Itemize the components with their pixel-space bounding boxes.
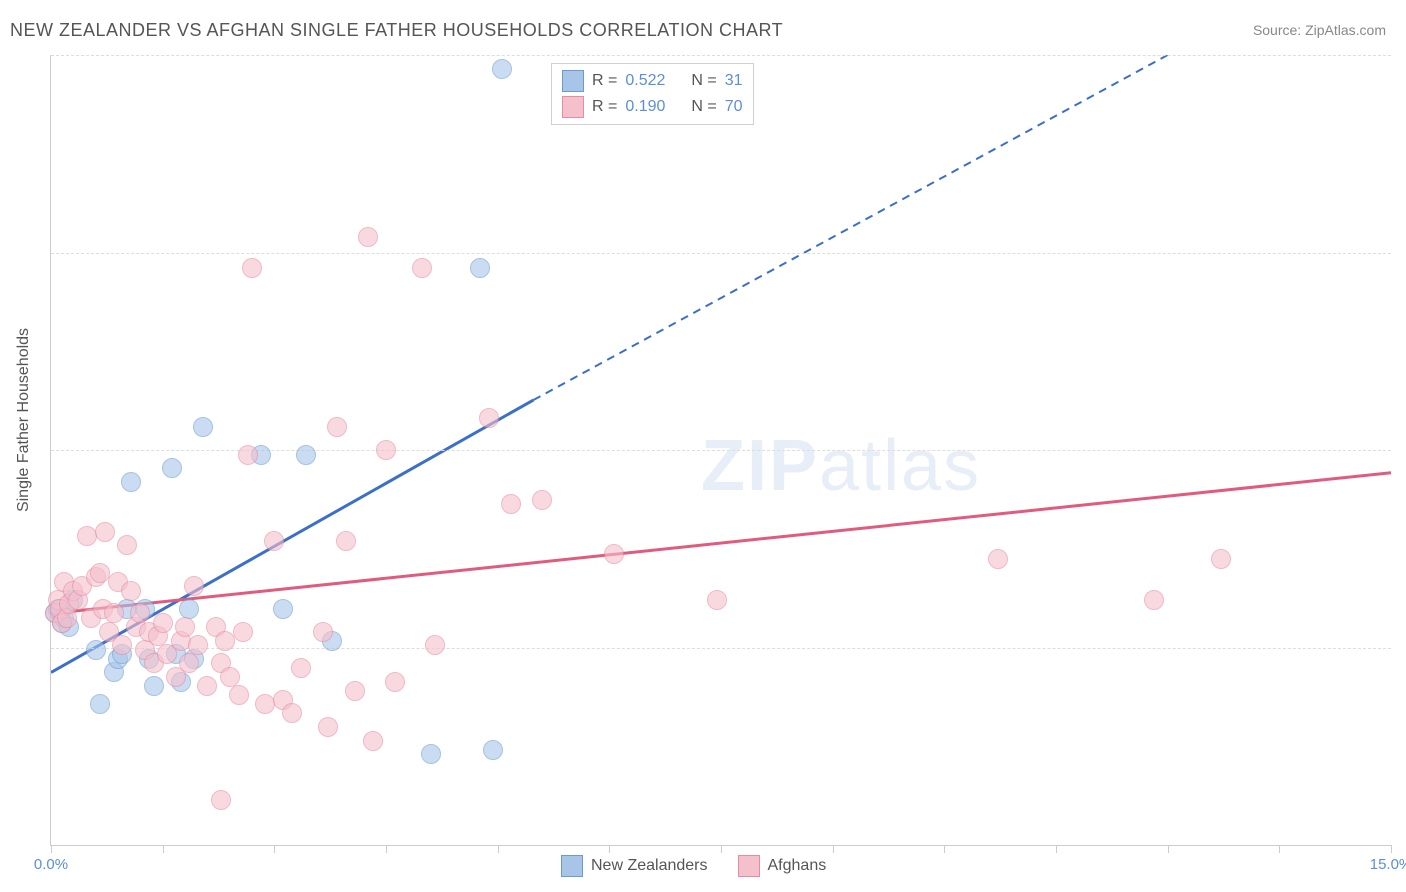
gridline-h bbox=[51, 648, 1391, 649]
correlation-legend: R = 0.522 N = 31 R = 0.190 N = 70 bbox=[551, 63, 754, 125]
data-point bbox=[130, 603, 150, 623]
data-point bbox=[988, 549, 1008, 569]
swatch-series-1 bbox=[562, 70, 584, 92]
data-point bbox=[345, 681, 365, 701]
x-tick bbox=[721, 845, 722, 853]
x-tick bbox=[51, 845, 52, 853]
n-value-1: 31 bbox=[725, 72, 743, 90]
gridline-h bbox=[51, 253, 1391, 254]
series-legend: New Zealanders Afghans bbox=[561, 855, 826, 877]
swatch-series-2 bbox=[562, 96, 584, 118]
n-label: N = bbox=[691, 98, 716, 116]
legend-row-2: R = 0.190 N = 70 bbox=[562, 94, 743, 120]
data-point bbox=[184, 576, 204, 596]
data-point bbox=[238, 445, 258, 465]
data-point bbox=[1211, 549, 1231, 569]
data-point bbox=[318, 717, 338, 737]
x-tick bbox=[833, 845, 834, 853]
data-point bbox=[233, 622, 253, 642]
legend-row-1: R = 0.522 N = 31 bbox=[562, 68, 743, 94]
data-point bbox=[86, 640, 106, 660]
watermark-light: atlas bbox=[819, 426, 981, 506]
data-point bbox=[291, 658, 311, 678]
x-tick bbox=[274, 845, 275, 853]
data-point bbox=[358, 227, 378, 247]
chart-area: ZIPatlas R = 0.522 N = 31 R = 0.190 N = … bbox=[50, 55, 1391, 846]
data-point bbox=[162, 458, 182, 478]
swatch-nz bbox=[561, 855, 583, 877]
x-tick bbox=[1391, 845, 1392, 853]
swatch-af bbox=[738, 855, 760, 877]
data-point bbox=[264, 531, 284, 551]
data-point bbox=[95, 522, 115, 542]
data-point bbox=[501, 494, 521, 514]
data-point bbox=[313, 622, 333, 642]
data-point bbox=[179, 599, 199, 619]
data-point bbox=[421, 744, 441, 764]
x-tick-label: 0.0% bbox=[34, 856, 68, 873]
data-point bbox=[296, 445, 316, 465]
data-point bbox=[242, 258, 262, 278]
n-label: N = bbox=[691, 72, 716, 90]
data-point bbox=[144, 676, 164, 696]
data-point bbox=[121, 581, 141, 601]
data-point bbox=[121, 472, 141, 492]
y-axis-label: Single Father Households bbox=[15, 328, 33, 512]
data-point bbox=[604, 544, 624, 564]
data-point bbox=[282, 703, 302, 723]
data-point bbox=[336, 531, 356, 551]
data-point bbox=[532, 490, 552, 510]
data-point bbox=[492, 59, 512, 79]
data-point bbox=[193, 417, 213, 437]
gridline-h bbox=[51, 55, 1391, 56]
legend-label-1: New Zealanders bbox=[591, 857, 708, 875]
legend-item-2: Afghans bbox=[738, 855, 827, 877]
data-point bbox=[707, 590, 727, 610]
data-point bbox=[188, 635, 208, 655]
data-point bbox=[175, 617, 195, 637]
r-value-2: 0.190 bbox=[625, 98, 665, 116]
data-point bbox=[215, 631, 235, 651]
data-point bbox=[153, 613, 173, 633]
data-point bbox=[470, 258, 490, 278]
data-point bbox=[104, 603, 124, 623]
x-tick bbox=[1279, 845, 1280, 853]
data-point bbox=[117, 535, 137, 555]
data-point bbox=[112, 635, 132, 655]
x-tick bbox=[944, 845, 945, 853]
legend-label-2: Afghans bbox=[768, 857, 827, 875]
data-point bbox=[220, 667, 240, 687]
x-tick bbox=[609, 845, 610, 853]
source-label: Source: ZipAtlas.com bbox=[1253, 22, 1386, 38]
x-tick bbox=[498, 845, 499, 853]
data-point bbox=[376, 440, 396, 460]
data-point bbox=[483, 740, 503, 760]
chart-title: NEW ZEALANDER VS AFGHAN SINGLE FATHER HO… bbox=[10, 20, 783, 41]
data-point bbox=[412, 258, 432, 278]
x-tick-label: 15.0% bbox=[1370, 856, 1406, 873]
r-label: R = bbox=[592, 72, 617, 90]
n-value-2: 70 bbox=[725, 98, 743, 116]
x-tick bbox=[1056, 845, 1057, 853]
watermark: ZIPatlas bbox=[701, 425, 981, 507]
data-point bbox=[479, 408, 499, 428]
data-point bbox=[1144, 590, 1164, 610]
data-point bbox=[197, 676, 217, 696]
x-tick bbox=[1168, 845, 1169, 853]
data-point bbox=[425, 635, 445, 655]
legend-item-1: New Zealanders bbox=[561, 855, 708, 877]
data-point bbox=[179, 653, 199, 673]
data-point bbox=[273, 599, 293, 619]
data-point bbox=[211, 790, 231, 810]
data-point bbox=[385, 672, 405, 692]
data-point bbox=[229, 685, 249, 705]
watermark-bold: ZIP bbox=[701, 426, 819, 506]
r-value-1: 0.522 bbox=[625, 72, 665, 90]
data-point bbox=[327, 417, 347, 437]
x-tick bbox=[386, 845, 387, 853]
r-label: R = bbox=[592, 98, 617, 116]
data-point bbox=[363, 731, 383, 751]
data-point bbox=[90, 694, 110, 714]
x-tick bbox=[163, 845, 164, 853]
